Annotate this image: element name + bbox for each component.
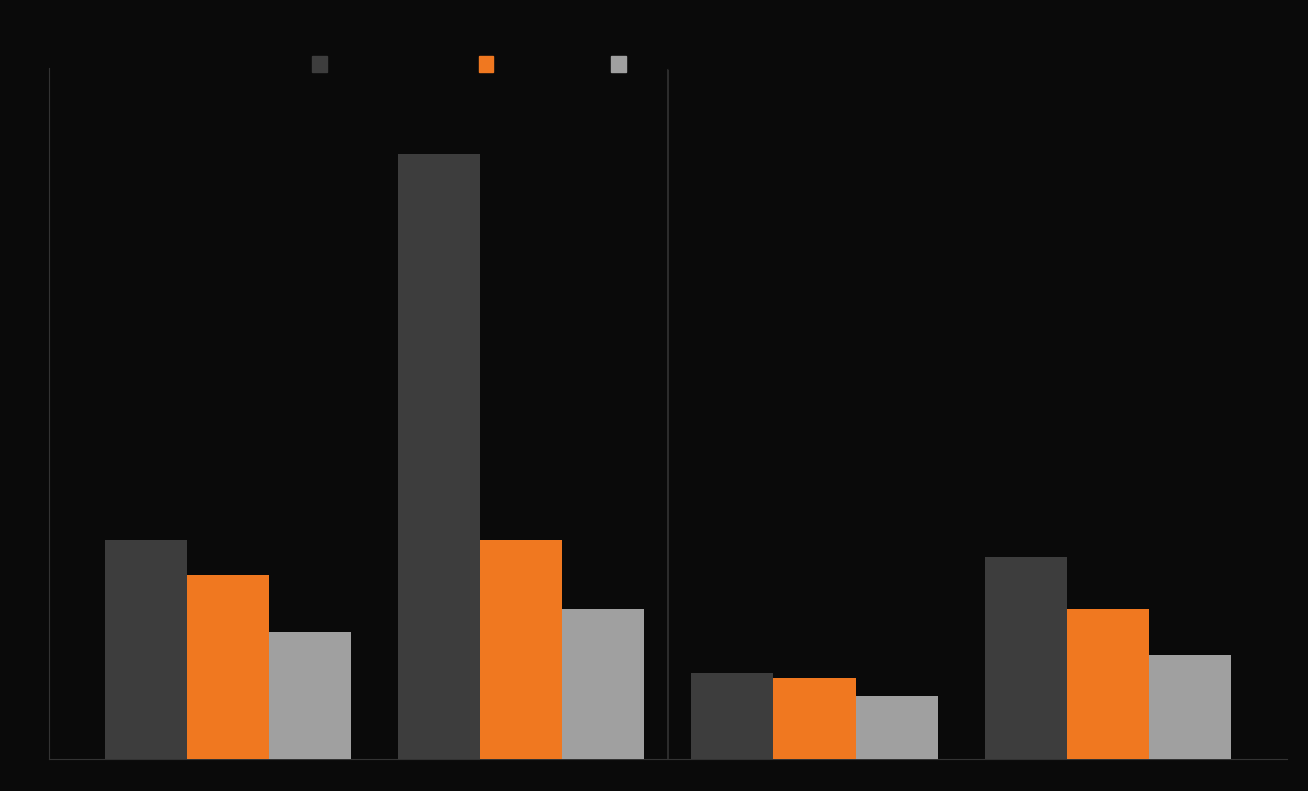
Bar: [398, 154, 480, 759]
Legend: Estimated RIR, Actual RIR, Difference: Estimated RIR, Actual RIR, Difference: [305, 49, 734, 81]
Bar: [773, 679, 855, 759]
Bar: [1066, 609, 1148, 759]
Bar: [855, 696, 938, 759]
Bar: [1148, 656, 1231, 759]
Bar: [269, 632, 351, 759]
Bar: [562, 609, 645, 759]
Bar: [187, 575, 269, 759]
Bar: [480, 540, 562, 759]
Bar: [105, 540, 187, 759]
Bar: [985, 558, 1066, 759]
Title: Estimated vs. Actual RIR in Bench Press: Estimated vs. Actual RIR in Bench Press: [386, 21, 950, 45]
Bar: [692, 672, 773, 759]
